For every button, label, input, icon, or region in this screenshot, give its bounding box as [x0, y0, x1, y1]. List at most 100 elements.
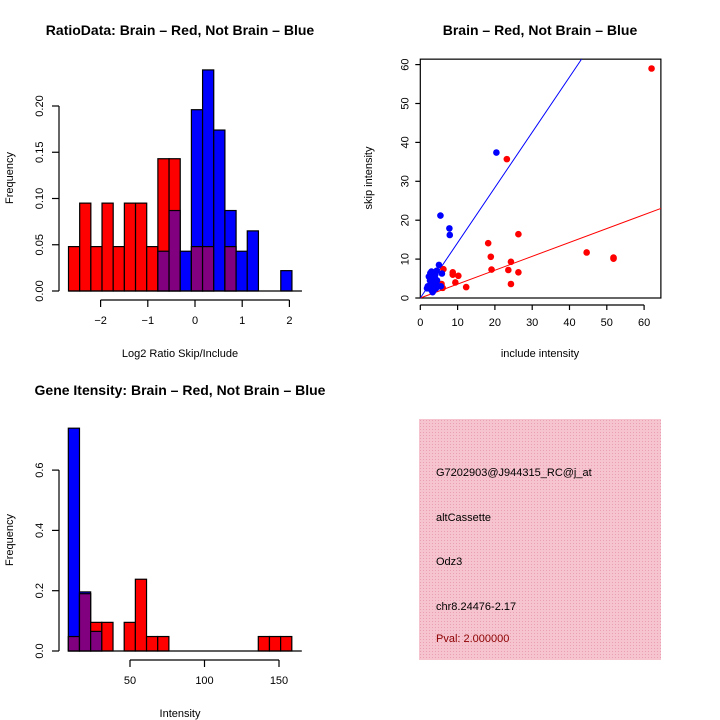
point-brain — [507, 258, 515, 266]
bar-brain — [101, 621, 114, 652]
x-tick-label: 100 — [195, 675, 213, 687]
point-brain — [487, 253, 495, 261]
bar-overlap — [224, 246, 237, 292]
point-not-brain — [423, 284, 431, 292]
y-tick-label: 0.10 — [34, 188, 46, 209]
y-tick-label: 20 — [399, 214, 411, 226]
gene-name: Odz3 — [436, 556, 462, 568]
bar-brain — [90, 246, 103, 292]
point-not-brain — [493, 149, 500, 156]
x-tick-label: −1 — [142, 315, 155, 327]
bar-not-brain — [246, 230, 260, 292]
histogram-ratio-title: RatioData: Brain – Red, Not Brain – Blue — [46, 22, 315, 38]
point-brain — [449, 271, 457, 278]
point-brain — [505, 266, 512, 274]
y-tick-label: 0 — [399, 295, 411, 301]
x-tick-label: −2 — [94, 315, 107, 327]
scatter-xlabel: include intensity — [501, 348, 580, 360]
bar-brain — [123, 202, 137, 292]
bar-brain — [79, 202, 92, 292]
bar-brain — [112, 246, 125, 292]
bar-overlap — [90, 630, 103, 652]
point-brain — [507, 280, 515, 288]
pval: Pval: 2.000000 — [436, 633, 509, 645]
y-tick-label: 0.00 — [34, 280, 46, 301]
point-brain — [503, 155, 511, 163]
event-type: altCassette — [436, 512, 491, 524]
y-tick-label: 30 — [399, 175, 411, 187]
point-brain — [462, 283, 470, 291]
bar-brain — [101, 202, 114, 292]
y-tick-label: 0.0 — [34, 643, 46, 658]
y-tick-label: 0.4 — [34, 523, 46, 538]
point-brain — [455, 272, 462, 280]
y-tick-label: 0.6 — [34, 462, 46, 477]
bar-brain — [67, 246, 81, 292]
histogram-ratio-xlabel: Log2 Ratio Skip/Include — [122, 348, 238, 360]
point-not-brain — [429, 288, 436, 296]
point-brain — [488, 266, 495, 273]
histogram-intensity-xlabel: Intensity — [160, 708, 201, 720]
x-tick-label: 20 — [489, 317, 501, 329]
x-tick-label: 0 — [192, 315, 198, 327]
bar-brain — [257, 635, 271, 652]
histogram-ratio-ylabel: Frequency — [4, 152, 16, 204]
point-not-brain — [437, 212, 444, 219]
probe-id: G7202903@J944315_RC@j_at — [436, 467, 592, 479]
y-tick-label: 40 — [399, 136, 411, 148]
bar-overlap — [78, 593, 92, 652]
bar-overlap — [67, 635, 81, 652]
point-not-brain — [446, 231, 454, 239]
point-brain — [648, 65, 655, 72]
point-brain — [484, 239, 492, 247]
bar-brain — [134, 578, 148, 652]
point-not-brain — [438, 270, 446, 277]
point-brain — [583, 249, 590, 256]
bar-overlap — [190, 246, 204, 292]
y-tick-label: 60 — [399, 58, 411, 70]
point-brain — [515, 230, 522, 238]
bar-not-brain — [235, 250, 248, 292]
x-tick-label: 150 — [270, 675, 288, 687]
fit-line-not-brain — [419, 58, 582, 299]
point-brain — [515, 269, 522, 276]
bar-overlap — [157, 250, 170, 292]
y-tick-label: 0.05 — [34, 234, 46, 255]
bar-brain — [268, 635, 282, 652]
y-tick-label: 0.15 — [34, 142, 46, 163]
bar-brain — [123, 621, 136, 652]
y-tick-label: 10 — [399, 253, 411, 265]
point-brain — [610, 255, 617, 263]
point-not-brain — [437, 283, 445, 290]
y-tick-label: 0.2 — [34, 583, 46, 598]
x-tick-label: 50 — [124, 675, 136, 687]
bar-brain — [146, 246, 159, 292]
bar-not-brain — [179, 250, 192, 292]
bar-not-brain — [213, 129, 226, 292]
x-tick-label: 0 — [417, 317, 423, 329]
scatter-plot-box — [419, 58, 662, 299]
bar-brain — [157, 635, 170, 652]
y-tick-label: 50 — [399, 97, 411, 109]
bar-brain — [280, 635, 293, 652]
scatter-title: Brain – Red, Not Brain – Blue — [443, 22, 638, 38]
x-tick-label: 1 — [239, 315, 245, 327]
point-brain — [452, 279, 459, 286]
point-not-brain — [433, 267, 441, 275]
point-not-brain — [432, 280, 439, 288]
bar-overlap — [201, 246, 215, 292]
bar-brain — [134, 202, 148, 292]
bar-overlap — [168, 209, 181, 292]
x-tick-label: 60 — [638, 317, 650, 329]
point-not-brain — [435, 261, 443, 269]
x-tick-label: 30 — [526, 317, 538, 329]
info-panel-background — [419, 419, 661, 660]
x-tick-label: 10 — [451, 317, 463, 329]
y-tick-label: 0.20 — [34, 95, 46, 116]
info-panel: G7202903@J944315_RC@j_at altCassette Odz… — [419, 419, 661, 660]
x-tick-label: 2 — [286, 315, 292, 327]
bar-not-brain — [67, 427, 81, 652]
x-tick-label: 50 — [601, 317, 613, 329]
